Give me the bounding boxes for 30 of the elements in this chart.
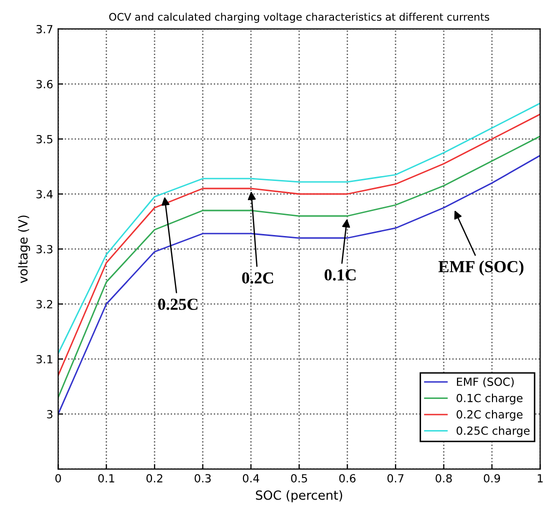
x-axis-title: SOC (percent) bbox=[256, 490, 342, 502]
y-tick-label: 3.5 bbox=[36, 134, 52, 144]
x-tick-label: 0.9 bbox=[484, 474, 500, 482]
annotation: 0.25C bbox=[158, 298, 198, 310]
y-tick-label: 3.2 bbox=[36, 300, 52, 308]
x-tick-label: 0.4 bbox=[242, 474, 260, 482]
chart-title: OCV and calculated charging voltage characteristics at different currents bbox=[109, 12, 490, 23]
annotation: EMF (SOC) bbox=[438, 260, 524, 276]
y-tick-label: 3.4 bbox=[36, 190, 53, 198]
x-tick-label: 0.7 bbox=[387, 474, 404, 482]
legend-label: 0.2C charge bbox=[456, 410, 522, 421]
x-tick-label: 0.2 bbox=[146, 474, 162, 482]
x-tick-label: 0.5 bbox=[291, 474, 308, 482]
y-axis-title: voltage (V) bbox=[18, 216, 30, 284]
x-tick-label: 0.8 bbox=[436, 474, 452, 482]
y-tick-label: 3.3 bbox=[36, 244, 52, 254]
y-tick-label: 3.7 bbox=[36, 24, 52, 34]
x-tick-label: 0.6 bbox=[339, 474, 356, 482]
y-tick-label: 3.1 bbox=[36, 354, 52, 364]
y-tick-label: 3.6 bbox=[36, 80, 53, 88]
x-tick-label: 0 bbox=[55, 474, 61, 482]
legend-label: 0.25C charge bbox=[456, 426, 530, 438]
annotation: 0.1C bbox=[324, 269, 356, 281]
legend-label: EMF (SOC) bbox=[456, 377, 514, 388]
x-tick-label: 0.1 bbox=[98, 474, 114, 482]
x-tick-label: 1 bbox=[538, 474, 543, 482]
legend-label: 0.1C charge bbox=[456, 394, 522, 404]
x-tick-label: 0.3 bbox=[194, 474, 211, 482]
y-tick-label: 3 bbox=[47, 410, 52, 418]
annotation: 0.2C bbox=[242, 272, 274, 284]
